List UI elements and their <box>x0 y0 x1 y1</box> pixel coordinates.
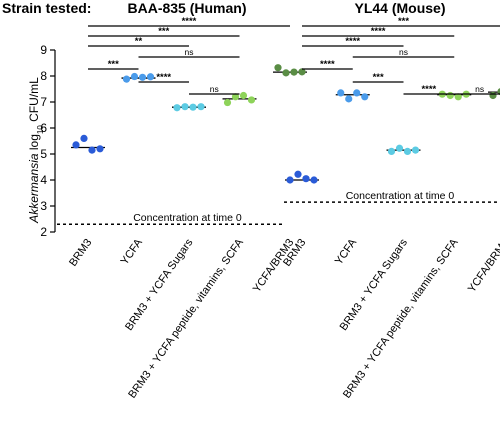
category-label: BRM3 + YCFA peptide, vitamins, SCFA <box>341 236 461 400</box>
significance-label: **** <box>421 84 436 95</box>
data-point <box>173 104 181 112</box>
concentration-time0-label: Concentration at time 0 <box>346 190 455 202</box>
data-point <box>454 93 462 101</box>
data-point <box>337 89 345 97</box>
data-point <box>197 103 205 111</box>
significance-label: *** <box>373 72 384 83</box>
data-point <box>282 69 290 77</box>
data-point <box>361 93 369 101</box>
data-point <box>446 91 454 100</box>
data-point <box>189 103 197 111</box>
data-point <box>88 146 96 154</box>
significance-label: ns <box>185 47 194 57</box>
data-point <box>302 175 310 183</box>
significance-label: *** <box>108 59 119 70</box>
data-point <box>411 146 420 154</box>
significance-label: **** <box>371 26 386 37</box>
significance-label: **** <box>345 36 360 47</box>
data-point <box>395 144 404 152</box>
significance-label: **** <box>156 72 171 83</box>
significance-label: **** <box>320 59 335 70</box>
y-tick-label: 9 <box>40 43 47 57</box>
data-point <box>353 89 361 97</box>
data-point <box>231 93 240 101</box>
significance-label: ns <box>399 47 408 57</box>
data-point <box>96 145 104 153</box>
concentration-time0-label: Concentration at time 0 <box>133 212 242 224</box>
significance-label: *** <box>398 16 409 27</box>
data-point <box>290 68 298 76</box>
data-point <box>239 91 248 100</box>
data-point <box>247 96 256 104</box>
panel-title-human: BAA-835 (Human) <box>127 0 246 16</box>
data-point <box>310 176 318 184</box>
data-point <box>80 134 88 142</box>
category-label: BRM3 <box>67 237 94 269</box>
data-point <box>72 141 80 149</box>
significance-label: ns <box>210 84 219 94</box>
significance-label: *** <box>158 26 169 37</box>
y-tick-label: 3 <box>40 199 47 213</box>
data-point <box>274 64 282 72</box>
data-point <box>122 75 131 83</box>
data-point <box>146 73 155 81</box>
data-point <box>223 98 232 107</box>
y-tick-label: 2 <box>40 225 47 239</box>
data-point <box>298 68 306 76</box>
data-point <box>286 176 294 184</box>
data-point <box>489 91 497 100</box>
y-tick-label: 5 <box>40 147 47 161</box>
category-label: YCFA/BRM3 <box>466 237 500 295</box>
data-point <box>387 147 396 155</box>
data-point <box>345 95 353 103</box>
data-point <box>138 73 147 81</box>
data-point <box>497 88 500 96</box>
data-point <box>130 72 139 81</box>
y-tick-label: 7 <box>40 95 47 109</box>
data-point <box>403 147 412 155</box>
y-tick-label: 8 <box>40 69 47 83</box>
y-axis: 2 3 4 5 6 7 8 9 <box>40 43 56 239</box>
panel-title-mouse: YL44 (Mouse) <box>354 0 445 16</box>
significance-label: **** <box>182 16 197 27</box>
strain-tested-label: Strain tested: <box>2 0 91 16</box>
category-label: YCFA <box>119 236 146 267</box>
significance-label: ns <box>475 84 484 94</box>
y-tick-label: 6 <box>40 121 47 135</box>
y-tick-label: 4 <box>40 173 47 187</box>
significance-label: ** <box>135 36 143 47</box>
data-point <box>181 103 189 111</box>
data-point <box>294 170 302 178</box>
category-label: BRM3 + YCFA peptide, vitamins, SCFA <box>126 236 246 400</box>
y-axis-title: Akkermansia log10 CFU/mL <box>27 77 45 224</box>
category-label: YCFA <box>333 236 360 267</box>
